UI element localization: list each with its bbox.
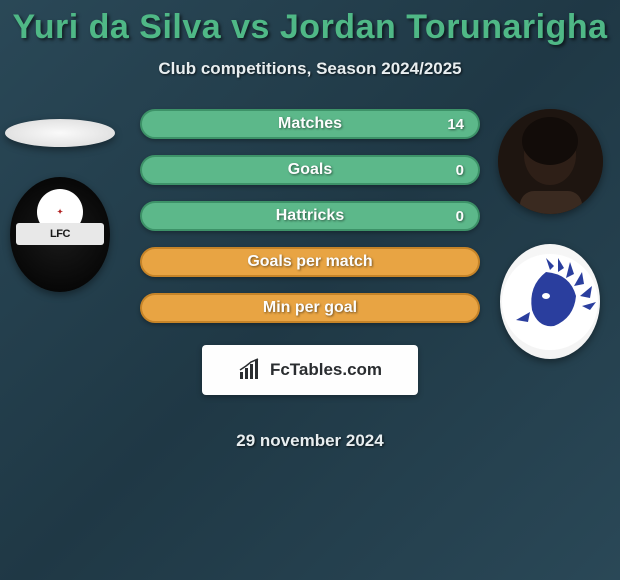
native-head-icon xyxy=(500,252,600,352)
stat-bar-hattricks: Hattricks 0 xyxy=(140,201,480,231)
stat-bar-min-per-goal: Min per goal xyxy=(140,293,480,323)
player-right-avatar xyxy=(498,109,603,214)
stat-label: Goals per match xyxy=(247,253,372,271)
club-left-crest: ✦ LFC xyxy=(10,177,110,292)
stat-value: 0 xyxy=(456,162,464,179)
bar-chart-icon xyxy=(238,358,264,382)
page-title: Yuri da Silva vs Jordan Torunarigha xyxy=(0,8,620,47)
stat-bar-goals: Goals 0 xyxy=(140,155,480,185)
club-right-crest xyxy=(500,244,600,359)
left-column: ✦ LFC xyxy=(0,109,120,292)
stat-bar-goals-per-match: Goals per match xyxy=(140,247,480,277)
stat-bar-matches: Matches 14 xyxy=(140,109,480,139)
right-column xyxy=(490,109,610,359)
stat-label: Hattricks xyxy=(276,207,344,225)
player-silhouette-icon xyxy=(498,109,603,214)
player-left-avatar xyxy=(5,119,115,147)
subtitle: Club competitions, Season 2024/2025 xyxy=(0,59,620,79)
brand-text: FcTables.com xyxy=(270,360,382,380)
brand-badge: FcTables.com xyxy=(202,345,418,395)
stat-value: 14 xyxy=(447,116,464,133)
comparison-panel: ✦ LFC xyxy=(0,109,620,451)
crest-left-band: LFC xyxy=(16,223,104,245)
stat-label: Min per goal xyxy=(263,299,357,317)
stat-label: Goals xyxy=(288,161,332,179)
stat-label: Matches xyxy=(278,115,342,133)
stat-value: 0 xyxy=(456,208,464,225)
date-label: 29 november 2024 xyxy=(140,431,480,451)
stats-column: Matches 14 Goals 0 Hattricks 0 Goals per… xyxy=(140,109,480,451)
